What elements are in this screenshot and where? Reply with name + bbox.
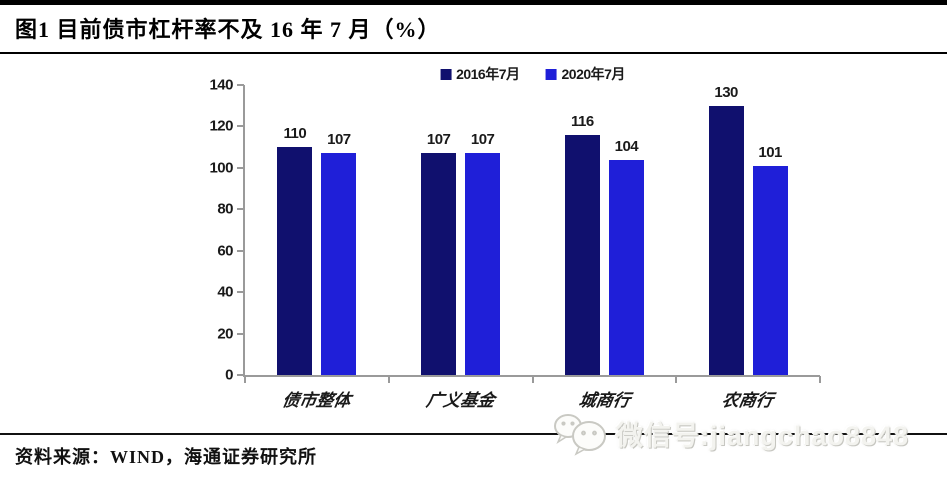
x-axis-category-label: 农商行: [720, 391, 775, 410]
y-axis-tick-mark: [237, 291, 244, 294]
bar-series-1-category-2: [421, 153, 457, 375]
x-axis-tick-mark: [387, 376, 390, 383]
bar-slot: 104: [608, 85, 644, 375]
y-axis-tick-label: 140: [209, 76, 233, 94]
bar-value-label: 116: [571, 112, 594, 130]
bar-value-label: 130: [714, 83, 738, 101]
figure-title: 图1 目前债市杠杆率不及 16 年 7 月（%）: [15, 17, 441, 42]
y-axis-tick-mark: [237, 166, 244, 169]
bar-slot: 101: [752, 85, 788, 375]
y-axis-tick-label: 80: [217, 200, 233, 218]
bar-value-label: 104: [614, 137, 639, 155]
bar-slot: 107: [465, 85, 501, 375]
y-axis-tick-label: 40: [217, 283, 233, 301]
title-divider: [0, 52, 947, 54]
y-axis-tick-mark: [237, 249, 244, 252]
source-note: 资料来源：WIND，海通证券研究所: [15, 447, 318, 467]
bar-slot: 107: [421, 85, 457, 375]
x-axis-tick-mark: [531, 376, 534, 383]
y-axis-tick-label: 60: [217, 242, 233, 260]
x-axis-category-label: 城商行: [576, 391, 632, 410]
bar-value-label: 101: [758, 143, 782, 161]
x-axis-category-label: 广义基金: [424, 391, 496, 410]
bar-group: 110 107 债市整体: [245, 85, 389, 410]
bar-value-label: 107: [426, 131, 451, 149]
bar-series-2-category-1: [321, 153, 357, 375]
legend-item: 2020年7月: [545, 64, 626, 84]
chart-legend: 2016年7月 2020年7月: [440, 64, 625, 84]
x-axis-tick-mark: [675, 376, 678, 383]
bar-series-1-category-3: [564, 134, 600, 375]
wechat-icon: [552, 409, 610, 457]
bar-group: 130 101 农商行: [676, 84, 820, 410]
bar-group: 107 107 广义基金: [389, 85, 533, 410]
x-axis-category-label: 债市整体: [280, 391, 353, 410]
legend-swatch-icon: [440, 68, 452, 80]
bar-series-2-category-3: [608, 159, 644, 375]
y-axis-tick-label: 20: [217, 325, 233, 343]
bar-series-1-category-4: [708, 105, 744, 375]
top-divider: [0, 0, 947, 5]
x-axis-tick-mark: [819, 376, 821, 383]
y-axis-tick-mark: [237, 84, 244, 86]
bar-slot: 110: [277, 85, 313, 375]
bars-area: 110 107 债市整体 107 107 广义基金 116 104 城商行 130 101 农商行: [245, 84, 820, 410]
bar-group: 116 104 城商行: [533, 85, 677, 410]
footer-divider: [0, 433, 947, 435]
bar-slot: 116: [564, 85, 600, 375]
legend-label: 2016年7月: [456, 66, 520, 82]
bar-value-label: 110: [283, 125, 307, 143]
y-axis-tick-mark: [237, 374, 244, 376]
bar-value-label: 107: [470, 131, 495, 149]
bar-series-2-category-4: [752, 165, 788, 375]
y-axis-tick-mark: [237, 125, 244, 128]
legend-item: 2016年7月: [440, 64, 520, 84]
bar-series-2-category-2: [465, 153, 501, 375]
legend-swatch-icon: [545, 68, 557, 80]
y-axis-tick-mark: [237, 332, 244, 335]
bar-slot: 130: [708, 84, 744, 375]
y-axis-tick-label: 0: [225, 366, 233, 384]
y-axis-tick-label: 100: [209, 159, 233, 177]
bar-slot: 107: [321, 85, 357, 375]
bar-series-1-category-1: [277, 147, 313, 375]
bar-chart-plot-area: 2016年7月 2020年7月 110 107 债市整体 107 107 广义基金 116 10…: [209, 66, 821, 410]
y-axis-tick-label: 120: [209, 117, 233, 135]
y-axis-tick-mark: [237, 208, 244, 211]
x-axis-tick-mark: [244, 376, 246, 383]
bar-value-label: 107: [327, 131, 351, 149]
legend-label: 2020年7月: [561, 66, 626, 82]
watermark: 微信号:jiangchao8848: [552, 409, 909, 457]
watermark-text: 微信号:jiangchao8848: [615, 420, 909, 451]
